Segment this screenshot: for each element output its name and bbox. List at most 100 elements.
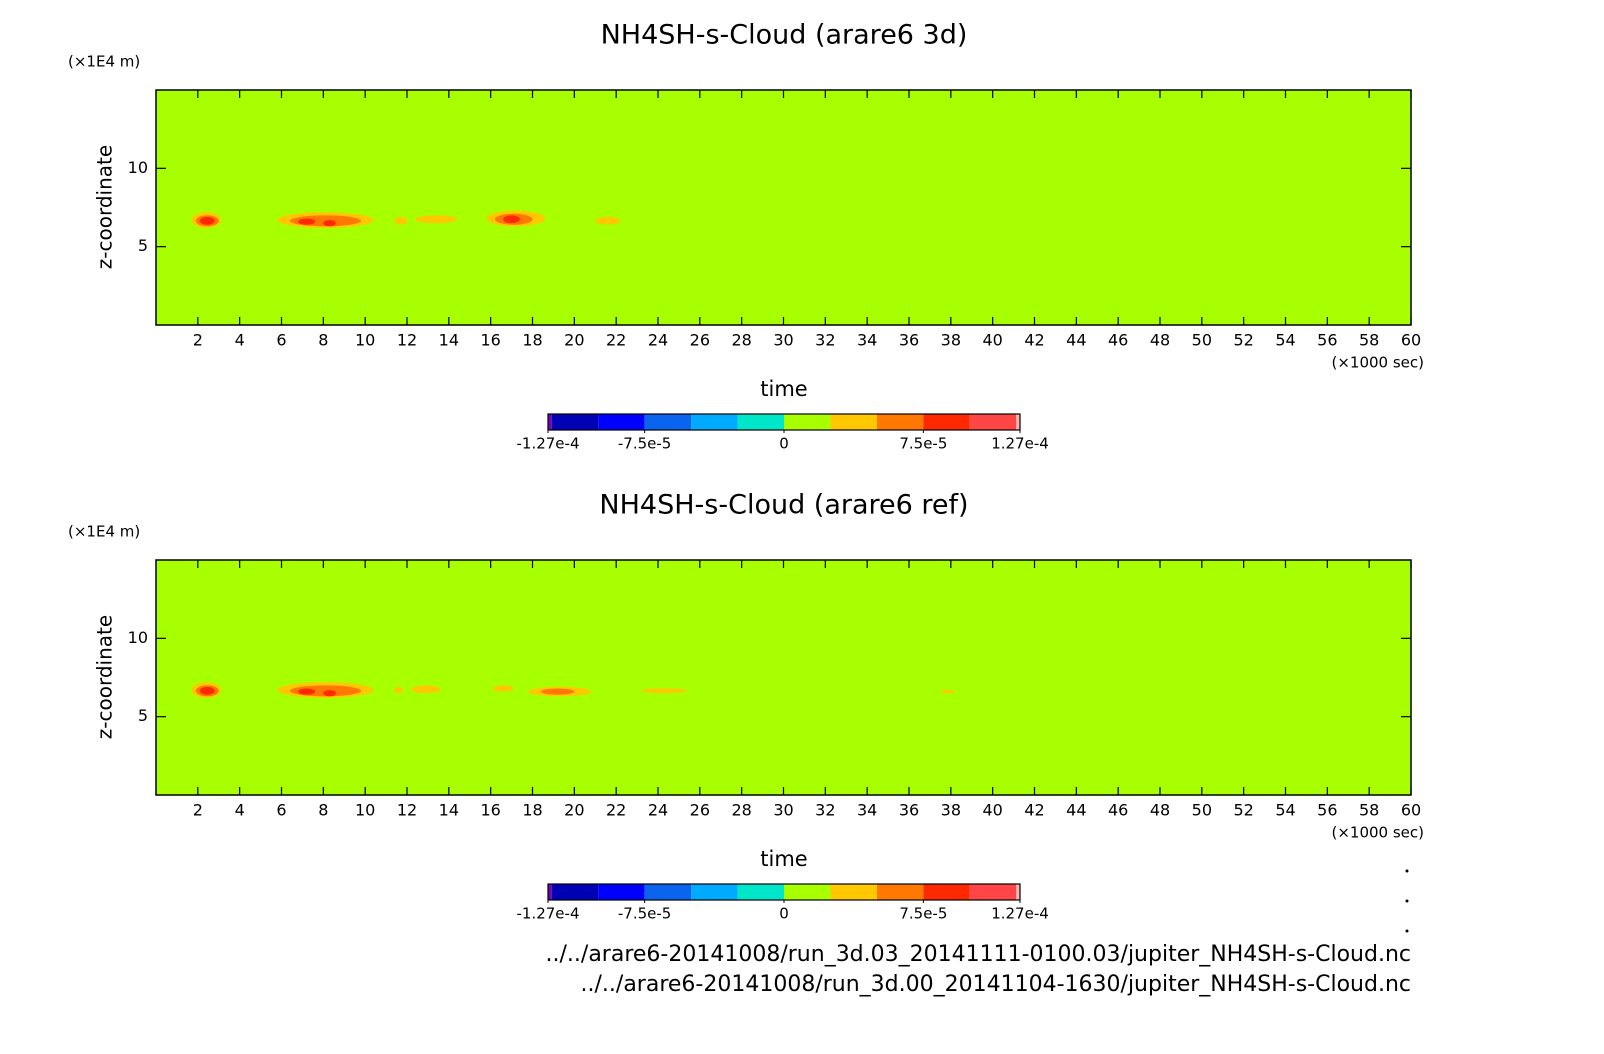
- y-unit: (×1E4 m): [68, 523, 140, 541]
- colorbar-segment: [598, 414, 645, 430]
- x-tick-label: 12: [397, 801, 417, 820]
- x-tick-label: 44: [1066, 801, 1086, 820]
- colorbar-segment: [1016, 884, 1020, 900]
- x-tick-label: 18: [522, 801, 542, 820]
- x-tick-label: 26: [690, 331, 710, 350]
- colorbar-segment: [1016, 414, 1020, 430]
- dot: [1405, 869, 1409, 873]
- contour-patch: [298, 688, 315, 695]
- colorbar-segment: [923, 414, 970, 430]
- plot-area: [156, 560, 1411, 795]
- x-tick-label: 50: [1192, 801, 1212, 820]
- x-tick-label: 56: [1317, 801, 1337, 820]
- colorbar-tick-label: 0: [779, 435, 789, 453]
- x-tick-label: 46: [1108, 331, 1128, 350]
- colorbar-segment: [548, 884, 552, 900]
- contour-patch: [940, 690, 956, 694]
- x-axis-label: time: [760, 377, 807, 401]
- x-tick-label: 42: [1024, 331, 1044, 350]
- colorbar-segment: [876, 884, 924, 900]
- contour-patch: [595, 216, 621, 225]
- x-tick-label: 40: [982, 331, 1002, 350]
- y-axis-label: z-coordinate: [93, 615, 117, 739]
- contour-patch: [394, 216, 407, 225]
- footer-line: ../../arare6-20141008/run_3d.00_20141104…: [581, 972, 1411, 997]
- x-tick-label: 38: [941, 801, 961, 820]
- x-tick-label: 22: [606, 801, 626, 820]
- x-tick-label: 22: [606, 331, 626, 350]
- x-tick-label: 48: [1150, 331, 1170, 350]
- x-tick-label: 58: [1359, 801, 1379, 820]
- x-tick-label: 20: [564, 331, 584, 350]
- x-tick-label: 30: [773, 801, 793, 820]
- y-tick-label: 5: [138, 236, 148, 255]
- colorbar-segment: [969, 884, 1017, 900]
- x-tick-label: 2: [193, 331, 203, 350]
- colorbar-segment: [691, 414, 738, 430]
- x-tick-label: 48: [1150, 801, 1170, 820]
- x-unit: (×1000 sec): [1331, 824, 1424, 842]
- contour-patch: [323, 690, 336, 697]
- x-tick-label: 20: [564, 801, 584, 820]
- colorbar-segment: [784, 414, 831, 430]
- colorbar-segment: [691, 884, 738, 900]
- plot-area: [156, 90, 1411, 325]
- x-tick-label: 52: [1233, 801, 1253, 820]
- colorbar-tick-label: -7.5e-5: [618, 905, 671, 923]
- dot: [1405, 899, 1409, 903]
- contour-patch: [411, 685, 441, 694]
- x-tick-label: 30: [773, 331, 793, 350]
- x-tick-label: 8: [318, 331, 328, 350]
- x-tick-label: 60: [1401, 331, 1421, 350]
- colorbar-segment: [830, 884, 877, 900]
- x-tick-label: 32: [815, 331, 835, 350]
- contour-patch: [641, 688, 688, 694]
- colorbar-tick-label: -7.5e-5: [618, 435, 671, 453]
- dot: [1405, 929, 1409, 933]
- x-tick-label: 4: [235, 331, 245, 350]
- colorbar-tick-label: 1.27e-4: [991, 435, 1049, 453]
- contour-patch: [199, 686, 215, 695]
- x-tick-label: 32: [815, 801, 835, 820]
- colorbar-segment: [830, 414, 877, 430]
- contour-patch: [415, 215, 458, 224]
- x-tick-label: 4: [235, 801, 245, 820]
- x-tick-label: 24: [648, 801, 668, 820]
- contour-patch: [492, 685, 514, 692]
- y-tick-label: 5: [138, 706, 148, 725]
- x-tick-label: 24: [648, 331, 668, 350]
- colorbar-segment: [737, 884, 784, 900]
- colorbar-tick-label: -1.27e-4: [517, 905, 580, 923]
- x-tick-label: 40: [982, 801, 1002, 820]
- x-tick-label: 12: [397, 331, 417, 350]
- contour-patch: [199, 216, 215, 225]
- x-tick-label: 28: [731, 801, 751, 820]
- x-tick-label: 36: [899, 801, 919, 820]
- x-tick-label: 28: [731, 331, 751, 350]
- x-tick-label: 38: [941, 331, 961, 350]
- colorbar-tick-label: 7.5e-5: [899, 905, 947, 923]
- y-unit: (×1E4 m): [68, 53, 140, 71]
- contour-patch: [503, 215, 520, 224]
- x-tick-label: 34: [857, 331, 877, 350]
- x-tick-label: 8: [318, 801, 328, 820]
- y-tick-label: 10: [128, 158, 148, 177]
- x-tick-label: 6: [276, 331, 286, 350]
- contour-patch: [540, 688, 575, 695]
- x-tick-label: 26: [690, 801, 710, 820]
- colorbar-segment: [737, 414, 784, 430]
- x-tick-label: 60: [1401, 801, 1421, 820]
- y-tick-label: 10: [128, 628, 148, 647]
- x-tick-label: 54: [1275, 331, 1295, 350]
- colorbar-tick-label: -1.27e-4: [517, 435, 580, 453]
- x-tick-label: 2: [193, 801, 203, 820]
- x-tick-label: 10: [355, 801, 375, 820]
- x-tick-label: 42: [1024, 801, 1044, 820]
- x-axis-label: time: [760, 847, 807, 871]
- x-tick-label: 10: [355, 331, 375, 350]
- colorbar-tick-label: 0: [779, 905, 789, 923]
- x-tick-label: 16: [480, 331, 500, 350]
- x-tick-label: 50: [1192, 331, 1212, 350]
- x-tick-label: 58: [1359, 331, 1379, 350]
